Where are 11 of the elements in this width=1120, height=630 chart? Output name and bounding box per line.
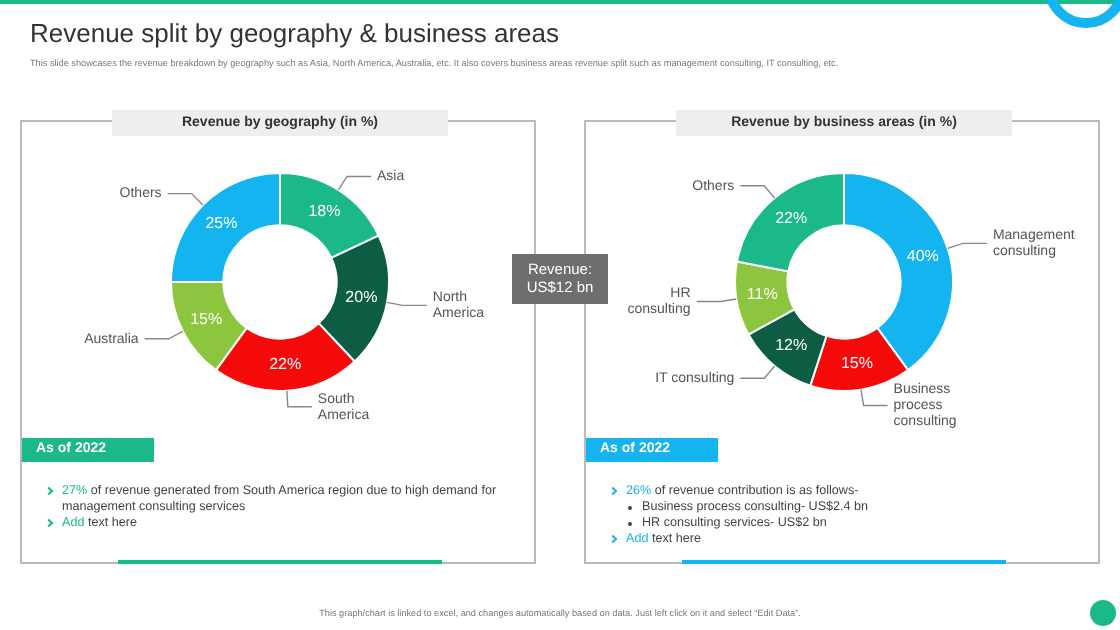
data-label: 25%	[205, 213, 238, 232]
data-label: 22%	[269, 355, 302, 374]
data-label: 11%	[746, 285, 778, 304]
data-label: 40%	[906, 246, 939, 265]
data-label: 22%	[775, 208, 808, 227]
data-label: 12%	[775, 336, 808, 355]
data-label: 20%	[345, 287, 378, 306]
text: Revenue split by geography & business areas	[30, 18, 559, 48]
data-label: 18%	[308, 202, 341, 221]
data-label: 15%	[840, 354, 873, 373]
data-label: 15%	[190, 310, 223, 329]
